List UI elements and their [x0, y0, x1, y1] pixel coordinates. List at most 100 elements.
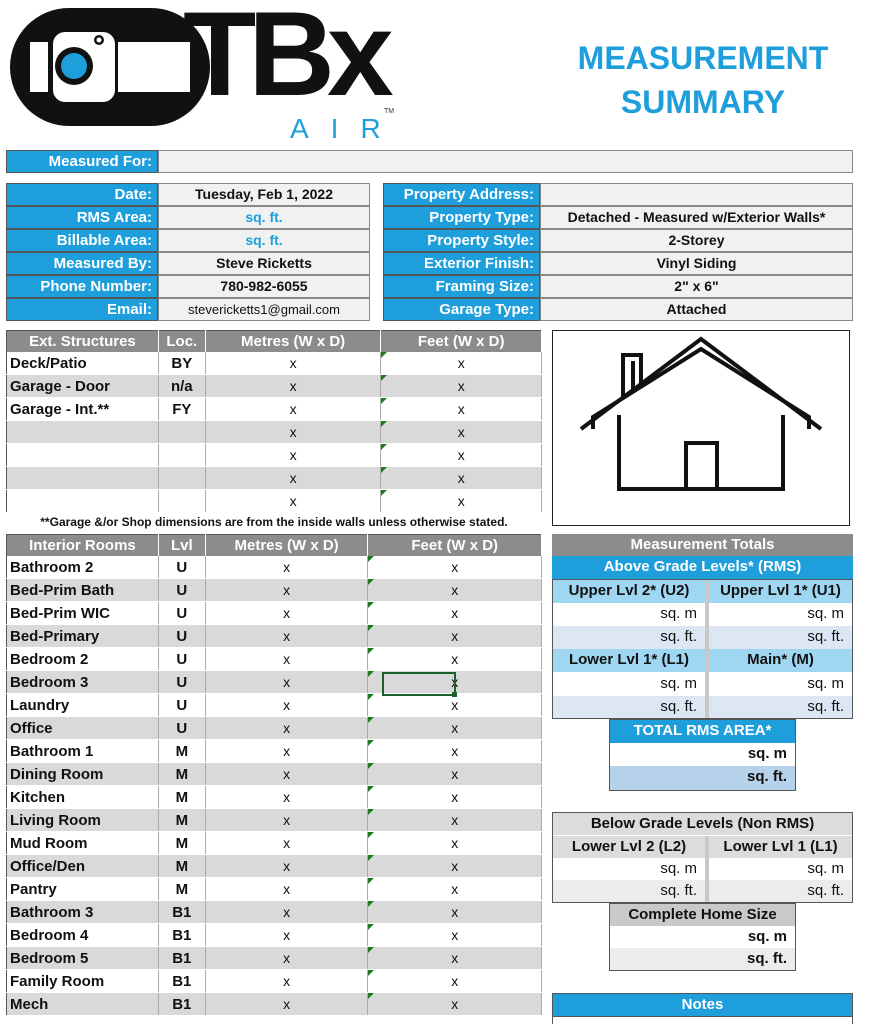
- room-metres-cell[interactable]: x: [205, 969, 369, 993]
- room-level-cell[interactable]: B1: [158, 969, 206, 993]
- ext-name-cell[interactable]: Deck/Patio: [6, 352, 159, 375]
- room-metres-cell[interactable]: x: [205, 923, 369, 947]
- left-info-value[interactable]: sq. ft.: [158, 206, 370, 229]
- right-info-value[interactable]: Vinyl Siding: [540, 252, 853, 275]
- left-info-value[interactable]: Tuesday, Feb 1, 2022: [158, 183, 370, 206]
- room-name-cell[interactable]: Bedroom 5: [6, 946, 159, 970]
- room-metres-cell[interactable]: x: [205, 900, 369, 924]
- right-info-value[interactable]: Detached - Measured w/Exterior Walls*: [540, 206, 853, 229]
- room-metres-cell[interactable]: x: [205, 831, 369, 855]
- room-level-cell[interactable]: U: [158, 670, 206, 694]
- room-feet-cell[interactable]: x: [367, 946, 542, 970]
- room-name-cell[interactable]: Bathroom 2: [6, 556, 159, 579]
- room-level-cell[interactable]: U: [158, 601, 206, 625]
- room-feet-cell[interactable]: x: [367, 992, 542, 1016]
- selected-cell[interactable]: [382, 672, 456, 696]
- room-metres-cell[interactable]: x: [205, 877, 369, 901]
- ext-metres-cell[interactable]: x: [205, 352, 382, 375]
- ext-level-cell[interactable]: [158, 466, 206, 490]
- room-level-cell[interactable]: U: [158, 578, 206, 602]
- room-feet-cell[interactable]: x: [367, 969, 542, 993]
- ext-feet-cell[interactable]: x: [380, 397, 542, 421]
- ext-metres-cell[interactable]: x: [205, 443, 382, 467]
- room-name-cell[interactable]: Mech: [6, 992, 159, 1016]
- right-info-value[interactable]: Attached: [540, 298, 853, 321]
- room-metres-cell[interactable]: x: [205, 578, 369, 602]
- measured-for-field[interactable]: [158, 150, 853, 173]
- room-level-cell[interactable]: B1: [158, 923, 206, 947]
- room-level-cell[interactable]: U: [158, 624, 206, 648]
- ext-name-cell[interactable]: [6, 489, 159, 513]
- ext-name-cell[interactable]: [6, 420, 159, 444]
- room-metres-cell[interactable]: x: [205, 854, 369, 878]
- room-feet-cell[interactable]: x: [367, 785, 542, 809]
- ext-name-cell[interactable]: Garage - Int.**: [6, 397, 159, 421]
- room-metres-cell[interactable]: x: [205, 670, 369, 694]
- room-feet-cell[interactable]: x: [367, 877, 542, 901]
- ext-feet-cell[interactable]: x: [380, 466, 542, 490]
- ext-feet-cell[interactable]: x: [380, 374, 542, 398]
- ext-feet-cell[interactable]: x: [380, 443, 542, 467]
- room-feet-cell[interactable]: x: [367, 923, 542, 947]
- room-metres-cell[interactable]: x: [205, 601, 369, 625]
- room-level-cell[interactable]: U: [158, 693, 206, 717]
- room-metres-cell[interactable]: x: [205, 992, 369, 1016]
- ext-metres-cell[interactable]: x: [205, 466, 382, 490]
- room-metres-cell[interactable]: x: [205, 762, 369, 786]
- room-feet-cell[interactable]: x: [367, 624, 542, 648]
- left-info-value[interactable]: Steve Ricketts: [158, 252, 370, 275]
- room-name-cell[interactable]: Kitchen: [6, 785, 159, 809]
- room-metres-cell[interactable]: x: [205, 716, 369, 740]
- room-name-cell[interactable]: Bathroom 3: [6, 900, 159, 924]
- room-level-cell[interactable]: U: [158, 647, 206, 671]
- ext-level-cell[interactable]: [158, 489, 206, 513]
- room-metres-cell[interactable]: x: [205, 693, 369, 717]
- room-metres-cell[interactable]: x: [205, 624, 369, 648]
- room-feet-cell[interactable]: x: [367, 900, 542, 924]
- ext-metres-cell[interactable]: x: [205, 489, 382, 513]
- room-feet-cell[interactable]: x: [367, 739, 542, 763]
- right-info-value[interactable]: [540, 183, 853, 206]
- ext-feet-cell[interactable]: x: [380, 352, 542, 375]
- room-metres-cell[interactable]: x: [205, 785, 369, 809]
- room-name-cell[interactable]: Bathroom 1: [6, 739, 159, 763]
- room-feet-cell[interactable]: x: [367, 578, 542, 602]
- room-metres-cell[interactable]: x: [205, 739, 369, 763]
- room-metres-cell[interactable]: x: [205, 556, 369, 579]
- room-feet-cell[interactable]: x: [367, 762, 542, 786]
- room-name-cell[interactable]: Bed-Prim WIC: [6, 601, 159, 625]
- room-name-cell[interactable]: Family Room: [6, 969, 159, 993]
- left-info-value[interactable]: sq. ft.: [158, 229, 370, 252]
- room-name-cell[interactable]: Laundry: [6, 693, 159, 717]
- room-name-cell[interactable]: Dining Room: [6, 762, 159, 786]
- ext-name-cell[interactable]: Garage - Door: [6, 374, 159, 398]
- room-feet-cell[interactable]: x: [367, 556, 542, 579]
- room-level-cell[interactable]: U: [158, 716, 206, 740]
- ext-metres-cell[interactable]: x: [205, 397, 382, 421]
- left-info-value[interactable]: 780-982-6055: [158, 275, 370, 298]
- ext-level-cell[interactable]: FY: [158, 397, 206, 421]
- ext-name-cell[interactable]: [6, 466, 159, 490]
- room-feet-cell[interactable]: x: [367, 647, 542, 671]
- room-feet-cell[interactable]: x: [367, 601, 542, 625]
- room-level-cell[interactable]: M: [158, 762, 206, 786]
- right-info-value[interactable]: 2" x 6": [540, 275, 853, 298]
- fill-handle[interactable]: [452, 692, 457, 697]
- room-name-cell[interactable]: Bedroom 3: [6, 670, 159, 694]
- room-name-cell[interactable]: Living Room: [6, 808, 159, 832]
- room-level-cell[interactable]: M: [158, 808, 206, 832]
- room-name-cell[interactable]: Bedroom 2: [6, 647, 159, 671]
- ext-metres-cell[interactable]: x: [205, 420, 382, 444]
- ext-level-cell[interactable]: BY: [158, 352, 206, 375]
- room-level-cell[interactable]: M: [158, 854, 206, 878]
- room-feet-cell[interactable]: x: [367, 693, 542, 717]
- ext-level-cell[interactable]: [158, 420, 206, 444]
- room-level-cell[interactable]: M: [158, 739, 206, 763]
- room-name-cell[interactable]: Mud Room: [6, 831, 159, 855]
- notes-body[interactable]: [552, 1017, 853, 1024]
- room-name-cell[interactable]: Pantry: [6, 877, 159, 901]
- ext-level-cell[interactable]: [158, 443, 206, 467]
- room-level-cell[interactable]: M: [158, 831, 206, 855]
- room-level-cell[interactable]: B1: [158, 946, 206, 970]
- room-feet-cell[interactable]: x: [367, 831, 542, 855]
